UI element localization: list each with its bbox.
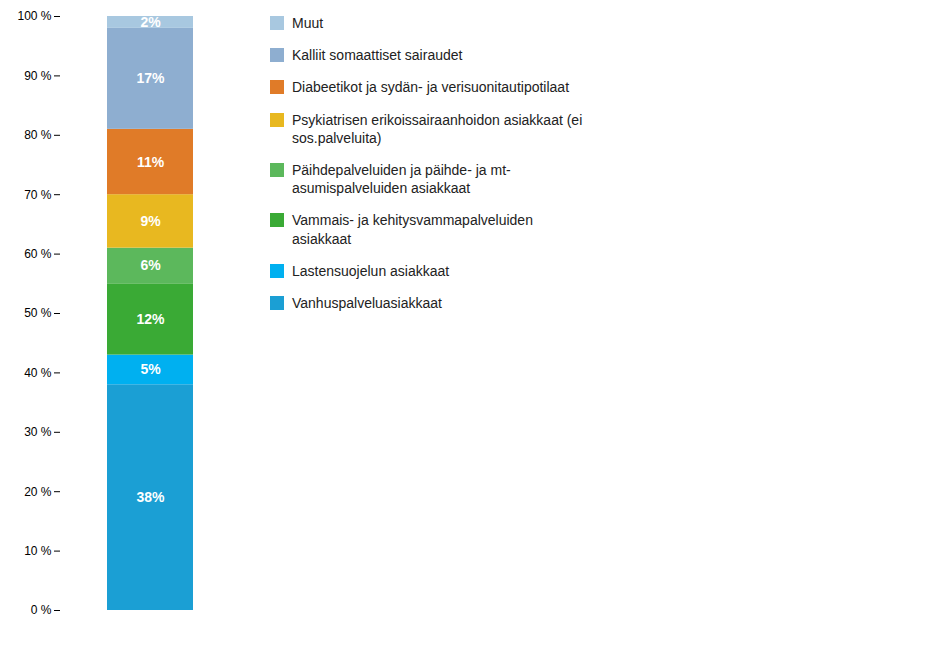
svg-text:2%: 2% [140, 14, 161, 30]
svg-text:20 %: 20 % [24, 485, 52, 499]
svg-text:5%: 5% [140, 361, 161, 377]
svg-text:90 %: 90 % [24, 69, 52, 83]
svg-text:80 %: 80 % [24, 128, 52, 142]
html-text:Diabeetikot ja sydän- ja veris: Diabeetikot ja sydän- ja verisuonitautip… [292, 79, 569, 96]
svg-text:30 %: 30 % [24, 425, 52, 439]
svg-text:50 %: 50 % [24, 306, 52, 320]
html-text:Kalliit somaattiset sairaudet: Kalliit somaattiset sairaudet [292, 47, 463, 64]
svg-text:60 %: 60 % [24, 247, 52, 261]
svg-text:11%: 11% [137, 154, 165, 170]
svg-text:0 %: 0 % [31, 603, 52, 617]
svg-text:9%: 9% [140, 213, 161, 229]
svg-text:38%: 38% [136, 489, 165, 505]
svg-text:17%: 17% [136, 70, 165, 86]
svg-text:40 %: 40 % [24, 366, 52, 380]
html-text:Muut: Muut [292, 15, 324, 31]
svg-text:12%: 12% [136, 311, 165, 327]
svg-text:10 %: 10 % [24, 544, 52, 558]
html-text:Vanhuspalveluasiakkaat: Vanhuspalveluasiakkaat [292, 294, 442, 311]
html-text:Vammais- ja kehitysvammapalvel: Vammais- ja kehitysvammapalveluiden asia… [292, 212, 533, 247]
svg-text:100 %: 100 % [17, 9, 51, 23]
html-text:Päihdepalveluiden ja päihde- j: Päihdepalveluiden ja päihde- ja mt- asum… [292, 161, 511, 197]
html-text:Psykiatrisen erikoissairaanhoi: Psykiatrisen erikoissairaanhoidon asiakk… [292, 111, 583, 146]
svg-text:6%: 6% [140, 257, 161, 273]
svg-text:70 %: 70 % [24, 188, 52, 202]
html-text:Lastensuojelun asiakkaat: Lastensuojelun asiakkaat [292, 262, 450, 279]
